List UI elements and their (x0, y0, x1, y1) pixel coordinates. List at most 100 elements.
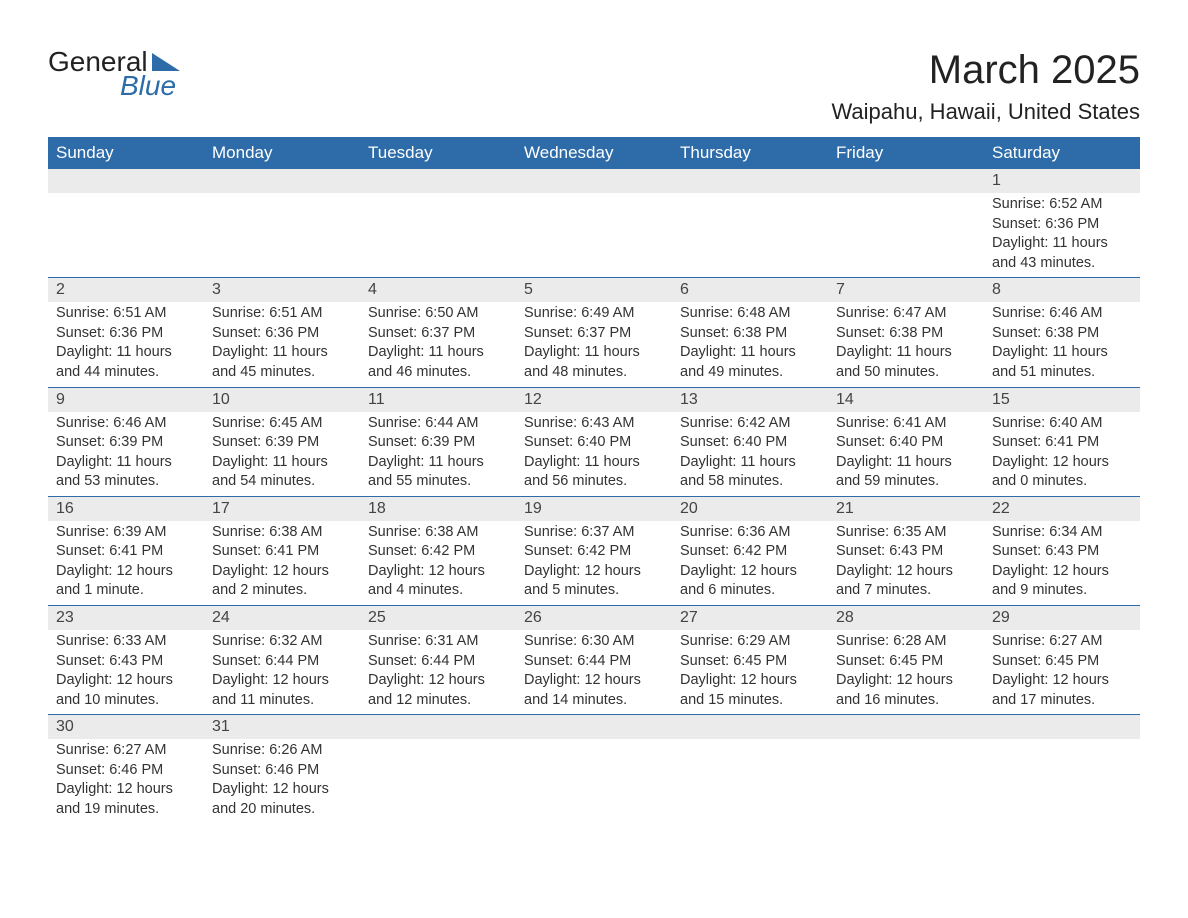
daylight-text-1: Daylight: 12 hours (56, 562, 196, 582)
daylight-text-2: and 15 minutes. (680, 691, 820, 711)
day-number-cell (360, 169, 516, 193)
sunset-text: Sunset: 6:44 PM (524, 652, 664, 672)
location: Waipahu, Hawaii, United States (831, 99, 1140, 125)
day-number-cell: 4 (360, 278, 516, 303)
daylight-text-1: Daylight: 12 hours (212, 562, 352, 582)
daylight-text-1: Daylight: 11 hours (524, 343, 664, 363)
sunrise-text: Sunrise: 6:48 AM (680, 304, 820, 324)
day-number-cell: 11 (360, 387, 516, 412)
sunset-text: Sunset: 6:36 PM (212, 324, 352, 344)
daylight-text-1: Daylight: 11 hours (680, 343, 820, 363)
sunrise-text: Sunrise: 6:46 AM (992, 304, 1132, 324)
daylight-text-2: and 19 minutes. (56, 800, 196, 820)
day-number-cell: 14 (828, 387, 984, 412)
sunset-text: Sunset: 6:43 PM (836, 542, 976, 562)
day-number-cell: 13 (672, 387, 828, 412)
day-number-cell: 20 (672, 496, 828, 521)
sunset-text: Sunset: 6:37 PM (524, 324, 664, 344)
day-info-cell: Sunrise: 6:51 AMSunset: 6:36 PMDaylight:… (204, 302, 360, 387)
sunset-text: Sunset: 6:43 PM (56, 652, 196, 672)
day-number-cell: 17 (204, 496, 360, 521)
day-number-cell: 18 (360, 496, 516, 521)
daylight-text-1: Daylight: 12 hours (212, 671, 352, 691)
logo-text-blue: Blue (120, 72, 176, 100)
day-info-cell (672, 739, 828, 823)
daylight-text-1: Daylight: 11 hours (212, 453, 352, 473)
daylight-text-2: and 48 minutes. (524, 363, 664, 383)
day-number-cell (828, 715, 984, 740)
day-info-cell: Sunrise: 6:39 AMSunset: 6:41 PMDaylight:… (48, 521, 204, 606)
sunrise-text: Sunrise: 6:30 AM (524, 632, 664, 652)
sunset-text: Sunset: 6:46 PM (212, 761, 352, 781)
sunrise-text: Sunrise: 6:49 AM (524, 304, 664, 324)
day-info-cell: Sunrise: 6:32 AMSunset: 6:44 PMDaylight:… (204, 630, 360, 715)
day-number-cell: 19 (516, 496, 672, 521)
sunset-text: Sunset: 6:43 PM (992, 542, 1132, 562)
sunrise-text: Sunrise: 6:32 AM (212, 632, 352, 652)
day-number-row: 3031 (48, 715, 1140, 740)
sunset-text: Sunset: 6:46 PM (56, 761, 196, 781)
day-info-cell (516, 193, 672, 278)
daylight-text-2: and 44 minutes. (56, 363, 196, 383)
sunset-text: Sunset: 6:39 PM (56, 433, 196, 453)
weekday-header: Tuesday (360, 137, 516, 169)
day-number-cell: 28 (828, 606, 984, 631)
sunset-text: Sunset: 6:40 PM (524, 433, 664, 453)
daylight-text-2: and 46 minutes. (368, 363, 508, 383)
daylight-text-1: Daylight: 11 hours (524, 453, 664, 473)
sunset-text: Sunset: 6:38 PM (836, 324, 976, 344)
daylight-text-2: and 6 minutes. (680, 581, 820, 601)
daylight-text-2: and 20 minutes. (212, 800, 352, 820)
sunrise-text: Sunrise: 6:51 AM (56, 304, 196, 324)
sunrise-text: Sunrise: 6:46 AM (56, 414, 196, 434)
daylight-text-2: and 56 minutes. (524, 472, 664, 492)
daylight-text-2: and 0 minutes. (992, 472, 1132, 492)
weekday-header: Wednesday (516, 137, 672, 169)
day-info-cell: Sunrise: 6:44 AMSunset: 6:39 PMDaylight:… (360, 412, 516, 497)
sunset-text: Sunset: 6:36 PM (56, 324, 196, 344)
day-number-cell: 5 (516, 278, 672, 303)
sunset-text: Sunset: 6:40 PM (680, 433, 820, 453)
day-info-cell (828, 739, 984, 823)
day-number-cell (204, 169, 360, 193)
day-number-row: 2345678 (48, 278, 1140, 303)
day-number-cell: 31 (204, 715, 360, 740)
sunset-text: Sunset: 6:41 PM (992, 433, 1132, 453)
day-info-row: Sunrise: 6:27 AMSunset: 6:46 PMDaylight:… (48, 739, 1140, 823)
sunset-text: Sunset: 6:38 PM (992, 324, 1132, 344)
daylight-text-1: Daylight: 11 hours (212, 343, 352, 363)
daylight-text-1: Daylight: 12 hours (992, 453, 1132, 473)
sunset-text: Sunset: 6:44 PM (212, 652, 352, 672)
day-info-cell: Sunrise: 6:30 AMSunset: 6:44 PMDaylight:… (516, 630, 672, 715)
sunset-text: Sunset: 6:41 PM (56, 542, 196, 562)
sunrise-text: Sunrise: 6:51 AM (212, 304, 352, 324)
day-number-cell: 27 (672, 606, 828, 631)
day-number-cell: 9 (48, 387, 204, 412)
daylight-text-1: Daylight: 12 hours (836, 671, 976, 691)
sunset-text: Sunset: 6:42 PM (680, 542, 820, 562)
day-number-cell: 3 (204, 278, 360, 303)
day-info-cell: Sunrise: 6:38 AMSunset: 6:41 PMDaylight:… (204, 521, 360, 606)
sunrise-text: Sunrise: 6:41 AM (836, 414, 976, 434)
day-info-cell: Sunrise: 6:27 AMSunset: 6:46 PMDaylight:… (48, 739, 204, 823)
sunset-text: Sunset: 6:42 PM (368, 542, 508, 562)
daylight-text-1: Daylight: 12 hours (992, 671, 1132, 691)
day-info-row: Sunrise: 6:52 AMSunset: 6:36 PMDaylight:… (48, 193, 1140, 278)
daylight-text-1: Daylight: 11 hours (56, 343, 196, 363)
sunrise-text: Sunrise: 6:38 AM (368, 523, 508, 543)
day-info-cell: Sunrise: 6:52 AMSunset: 6:36 PMDaylight:… (984, 193, 1140, 278)
sunset-text: Sunset: 6:45 PM (992, 652, 1132, 672)
daylight-text-1: Daylight: 12 hours (680, 562, 820, 582)
month-title: March 2025 (831, 48, 1140, 93)
daylight-text-1: Daylight: 11 hours (836, 453, 976, 473)
sunrise-text: Sunrise: 6:36 AM (680, 523, 820, 543)
day-number-cell (672, 715, 828, 740)
weekday-header: Friday (828, 137, 984, 169)
daylight-text-1: Daylight: 12 hours (524, 671, 664, 691)
day-info-cell: Sunrise: 6:43 AMSunset: 6:40 PMDaylight:… (516, 412, 672, 497)
sunrise-text: Sunrise: 6:45 AM (212, 414, 352, 434)
day-info-cell (360, 739, 516, 823)
logo-sail-icon (152, 53, 180, 71)
day-number-cell: 1 (984, 169, 1140, 193)
day-number-cell: 12 (516, 387, 672, 412)
